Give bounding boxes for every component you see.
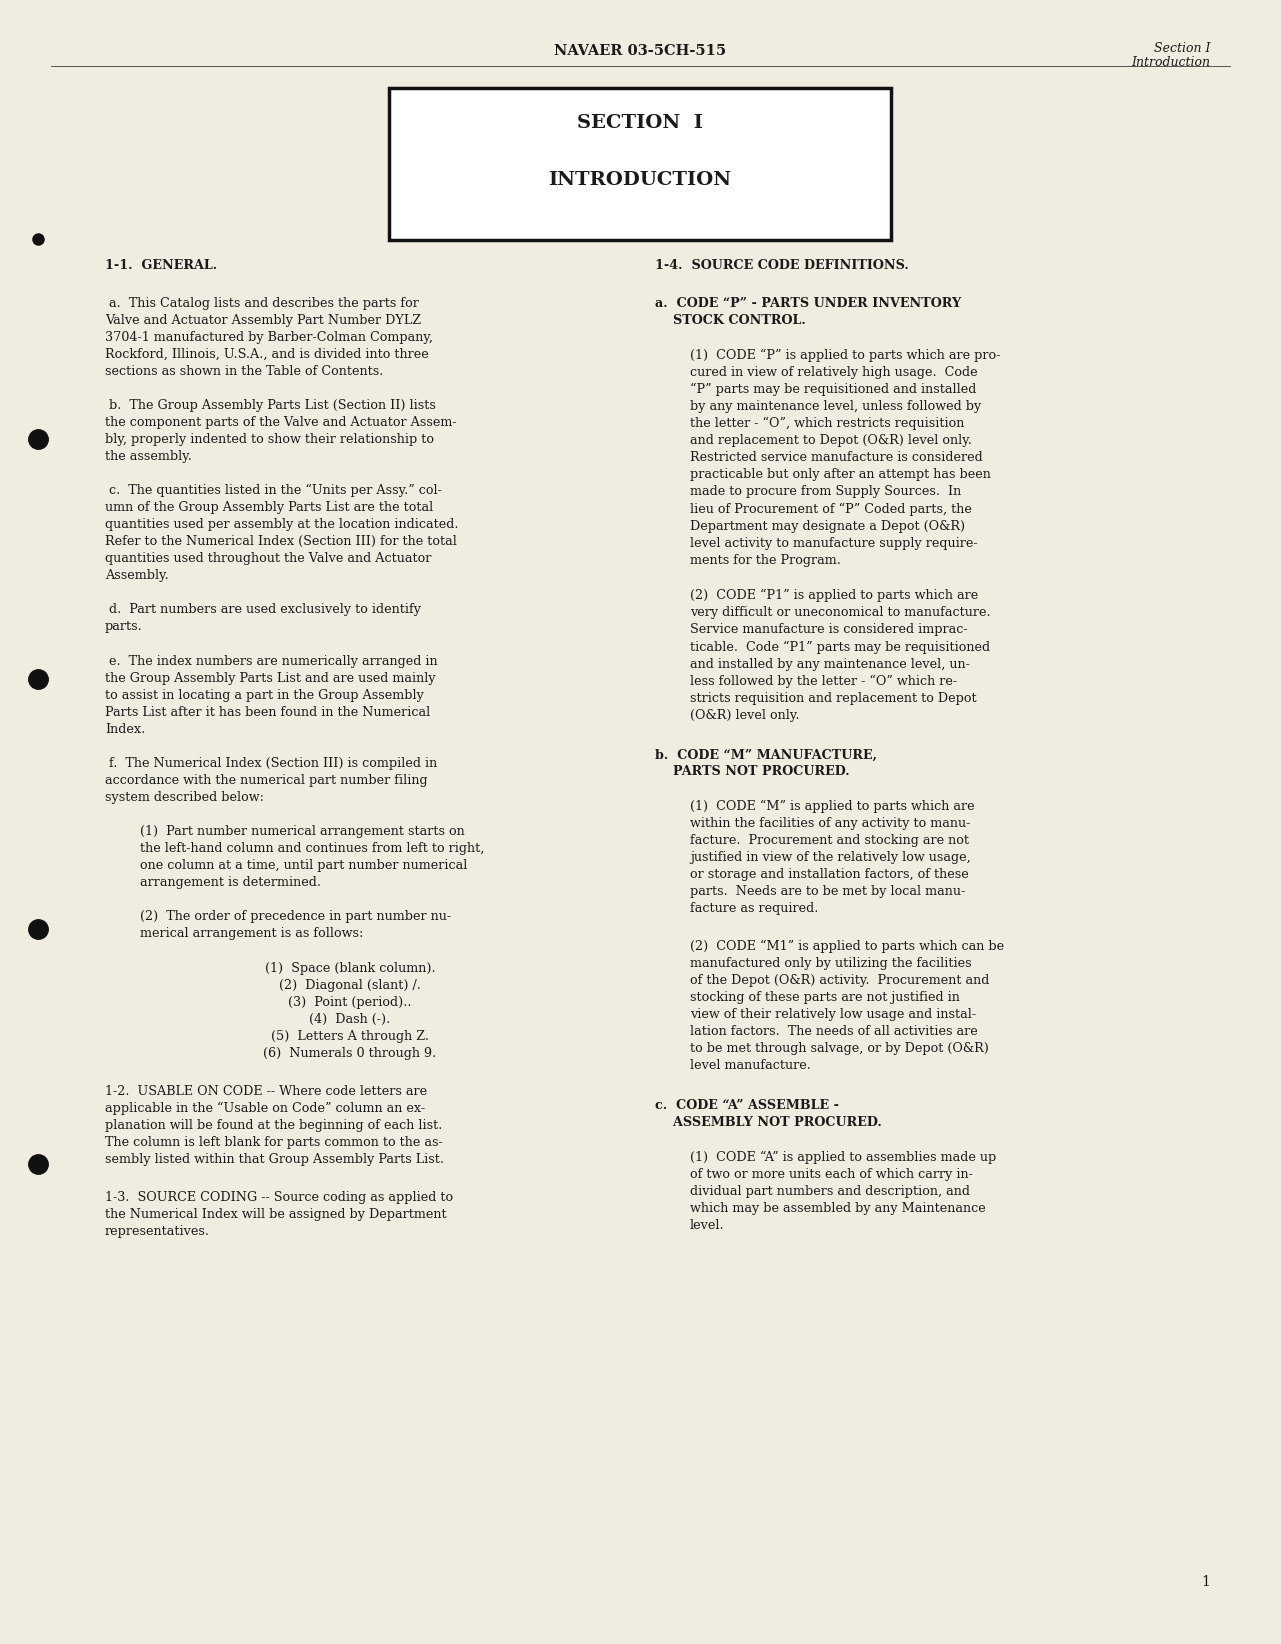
Text: (1)  CODE “A” is applied to assemblies made up
of two or more units each of whic: (1) CODE “A” is applied to assemblies ma…: [690, 1151, 997, 1231]
Text: SECTION  I: SECTION I: [576, 113, 703, 132]
Text: (1)  CODE “P” is applied to parts which are pro-
cured in view of relatively hig: (1) CODE “P” is applied to parts which a…: [690, 349, 1000, 567]
Text: (2)  The order of precedence in part number nu-
merical arrangement is as follow: (2) The order of precedence in part numb…: [140, 911, 451, 940]
FancyBboxPatch shape: [389, 89, 892, 240]
Text: f.  The Numerical Index (Section III) is compiled in
accordance with the numeric: f. The Numerical Index (Section III) is …: [105, 756, 437, 804]
Text: b.  CODE “M” MANUFACTURE,
    PARTS NOT PROCURED.: b. CODE “M” MANUFACTURE, PARTS NOT PROCU…: [655, 748, 877, 778]
Text: 1-1.  GENERAL.: 1-1. GENERAL.: [105, 260, 216, 271]
Text: c.  The quantities listed in the “Units per Assy.” col-
umn of the Group Assembl: c. The quantities listed in the “Units p…: [105, 485, 459, 582]
Text: (1)  Space (blank column).
(2)  Diagonal (slant) /.
(3)  Point (period)..
(4)  D: (1) Space (blank column). (2) Diagonal (…: [264, 962, 437, 1060]
Text: d.  Part numbers are used exclusively to identify
parts.: d. Part numbers are used exclusively to …: [105, 603, 421, 633]
Text: a.  This Catalog lists and describes the parts for
Valve and Actuator Assembly P: a. This Catalog lists and describes the …: [105, 298, 433, 378]
Text: (2)  CODE “M1” is applied to parts which can be
manufactured only by utilizing t: (2) CODE “M1” is applied to parts which …: [690, 940, 1004, 1072]
Text: e.  The index numbers are numerically arranged in
the Group Assembly Parts List : e. The index numbers are numerically arr…: [105, 654, 438, 735]
Text: (1)  Part number numerical arrangement starts on
the left-hand column and contin: (1) Part number numerical arrangement st…: [140, 825, 484, 889]
Text: 1-3.  SOURCE CODING -- Source coding as applied to
the Numerical Index will be a: 1-3. SOURCE CODING -- Source coding as a…: [105, 1190, 453, 1238]
Text: c.  CODE “A” ASSEMBLE -
    ASSEMBLY NOT PROCURED.: c. CODE “A” ASSEMBLE - ASSEMBLY NOT PROC…: [655, 1098, 881, 1129]
Text: NAVAER 03-5CH-515: NAVAER 03-5CH-515: [555, 44, 726, 58]
Text: b.  The Group Assembly Parts List (Section II) lists
the component parts of the : b. The Group Assembly Parts List (Sectio…: [105, 399, 456, 464]
Text: Introduction: Introduction: [1131, 56, 1211, 69]
Text: (2)  CODE “P1” is applied to parts which are
very difficult or uneconomical to m: (2) CODE “P1” is applied to parts which …: [690, 589, 990, 722]
Text: (1)  CODE “M” is applied to parts which are
within the facilities of any activit: (1) CODE “M” is applied to parts which a…: [690, 801, 975, 916]
Text: 1-2.  USABLE ON CODE -- Where code letters are
applicable in the “Usable on Code: 1-2. USABLE ON CODE -- Where code letter…: [105, 1085, 445, 1166]
Text: 1: 1: [1202, 1575, 1211, 1590]
Text: a.  CODE “P” - PARTS UNDER INVENTORY
    STOCK CONTROL.: a. CODE “P” - PARTS UNDER INVENTORY STOC…: [655, 298, 961, 327]
Text: Section I: Section I: [1153, 43, 1211, 54]
Text: 1-4.  SOURCE CODE DEFINITIONS.: 1-4. SOURCE CODE DEFINITIONS.: [655, 260, 908, 271]
Text: INTRODUCTION: INTRODUCTION: [548, 171, 731, 189]
